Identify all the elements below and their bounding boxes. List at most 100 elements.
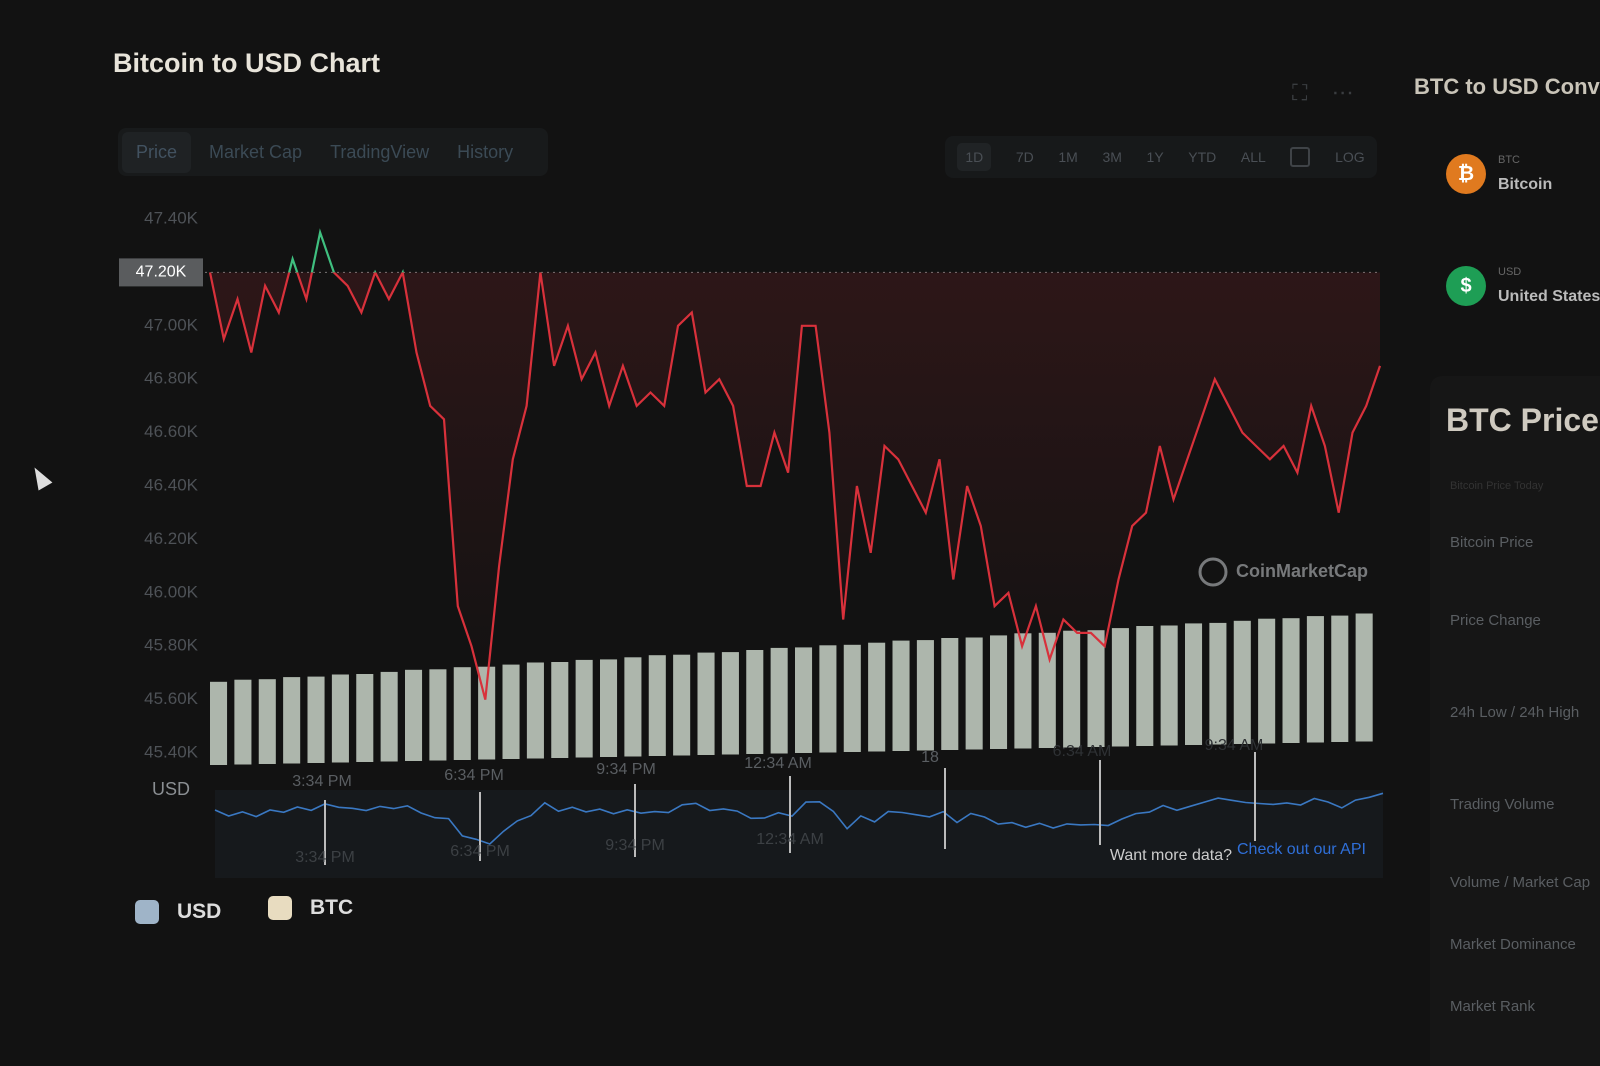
volume-bar <box>868 642 886 752</box>
volume-bar <box>990 635 1008 749</box>
range-button[interactable]: 3M <box>1102 149 1122 165</box>
range-button[interactable]: YTD <box>1188 149 1217 165</box>
volume-bar <box>331 674 349 763</box>
volume-bar <box>1282 618 1300 743</box>
stats-title: BTC Price Statistics <box>1446 402 1600 438</box>
y-tick-label: 46.00K <box>144 582 199 601</box>
y-tick-label: 46.60K <box>144 422 199 441</box>
volume-bar <box>1038 632 1056 748</box>
range-button[interactable]: 7D <box>1015 149 1034 165</box>
stat-label: Market Rank <box>1450 998 1536 1015</box>
volume-bar <box>892 640 910 751</box>
navigator-label: 6:34 PM <box>450 843 510 860</box>
volume-bar <box>770 647 788 754</box>
reference-badge <box>119 258 203 287</box>
y-tick-label: 45.80K <box>144 636 199 655</box>
range-button[interactable]: 1D <box>957 143 992 171</box>
chart-title: Bitcoin to USD Chart <box>113 48 380 78</box>
volume-bar <box>941 638 959 750</box>
reference-label: 47.20K <box>136 264 187 281</box>
legend-swatch <box>268 896 292 920</box>
navigator-label: 12:34 AM <box>756 831 824 848</box>
price-line-below <box>208 272 1382 700</box>
volume-bar <box>624 657 642 757</box>
volume-bar <box>283 677 301 764</box>
legend-label: USD <box>177 900 222 923</box>
volume-bar <box>258 679 276 764</box>
navigator-label: 3:34 PM <box>295 849 355 866</box>
tab[interactable]: Market Cap <box>209 141 303 162</box>
tab[interactable]: History <box>457 141 514 162</box>
range-bar: 1D 7D 1M 3M 1Y YTD ALL LOG <box>945 136 1377 178</box>
volume-bar <box>1258 618 1276 744</box>
tab[interactable]: TradingView <box>330 141 430 162</box>
volume-bar <box>307 676 325 763</box>
volume-bar <box>234 679 252 765</box>
x-tick-label: 6:34 PM <box>444 767 504 784</box>
sidebar: BTC to USD Converter ₿ BTC Bitcoin $ USD… <box>1412 70 1600 1066</box>
legend-item[interactable]: BTC <box>268 896 353 920</box>
volume-bar <box>648 655 666 756</box>
tab[interactable]: Price <box>122 131 192 173</box>
volume-bar <box>965 637 983 750</box>
tab-bar: Price Market Cap TradingView History <box>118 128 548 176</box>
navigator-bg <box>215 790 1383 878</box>
volume-bar <box>453 667 471 760</box>
coin-icon: $ <box>1446 266 1486 306</box>
stat-label: Volume / Market Cap <box>1450 874 1591 891</box>
x-tick-label: 18 <box>921 749 939 766</box>
volume-bar <box>1063 630 1081 748</box>
y-tick-label: 46.40K <box>144 475 199 494</box>
volume-bar <box>843 644 861 752</box>
x-tick-label: 9:34 PM <box>596 761 656 778</box>
y-tick-label: 47.40K <box>144 208 199 227</box>
calendar-button[interactable] <box>1290 147 1311 167</box>
volume-bar <box>819 645 837 753</box>
volume-bar <box>1233 620 1251 744</box>
x-tick-label: 6:34 AM <box>1053 743 1112 760</box>
stats-card <box>1430 376 1600 1066</box>
volume-bar <box>746 650 764 754</box>
volume-bar <box>1014 633 1032 749</box>
stats-subtitle: Bitcoin Price Today <box>1450 480 1544 492</box>
volume-bar <box>380 671 398 762</box>
volume-bar <box>1160 625 1178 746</box>
volume-bar <box>795 647 813 753</box>
range-button[interactable]: 1Y <box>1146 149 1164 165</box>
volume-bar <box>502 664 520 759</box>
range-button[interactable]: LOG <box>1335 149 1365 165</box>
chart-icons[interactable]: ⛶⋯ <box>1292 80 1378 105</box>
legend-swatch <box>135 900 159 924</box>
volume-bar <box>1111 628 1129 747</box>
volume-bar <box>697 652 715 755</box>
legend-label: BTC <box>310 896 354 919</box>
y-axis-label: USD <box>152 779 190 799</box>
volume-bar <box>526 662 544 759</box>
stat-label: Market Dominance <box>1450 936 1576 953</box>
y-tick-label: 46.20K <box>144 529 199 548</box>
volume-bar <box>551 662 569 758</box>
range-button[interactable]: ALL <box>1240 149 1266 165</box>
api-link[interactable]: Check out our API <box>1237 841 1366 858</box>
range-button[interactable]: 1M <box>1058 149 1078 165</box>
watermark-logo <box>1198 557 1228 587</box>
coin-code: USD <box>1498 266 1522 278</box>
volume-bar <box>210 681 228 765</box>
volume-bar <box>600 659 618 757</box>
stat-label: Price Change <box>1450 612 1541 629</box>
converter-title: BTC to USD Converter <box>1414 74 1600 99</box>
volume-bar <box>1185 623 1203 745</box>
volume-bar <box>405 669 423 761</box>
legend-item[interactable]: USD <box>135 900 221 924</box>
watermark: CoinMarketCap <box>1236 561 1368 581</box>
volume-bar <box>1355 613 1373 742</box>
api-note: Want more data? <box>1110 847 1232 864</box>
navigator-label: 9:34 PM <box>605 837 665 854</box>
y-tick-label: 46.80K <box>144 369 199 388</box>
x-tick-label: 12:34 AM <box>744 755 812 772</box>
coin-icon: ₿ <box>1446 154 1486 194</box>
navigator-line <box>214 792 1384 845</box>
stat-label: 24h Low / 24h High <box>1450 704 1580 721</box>
